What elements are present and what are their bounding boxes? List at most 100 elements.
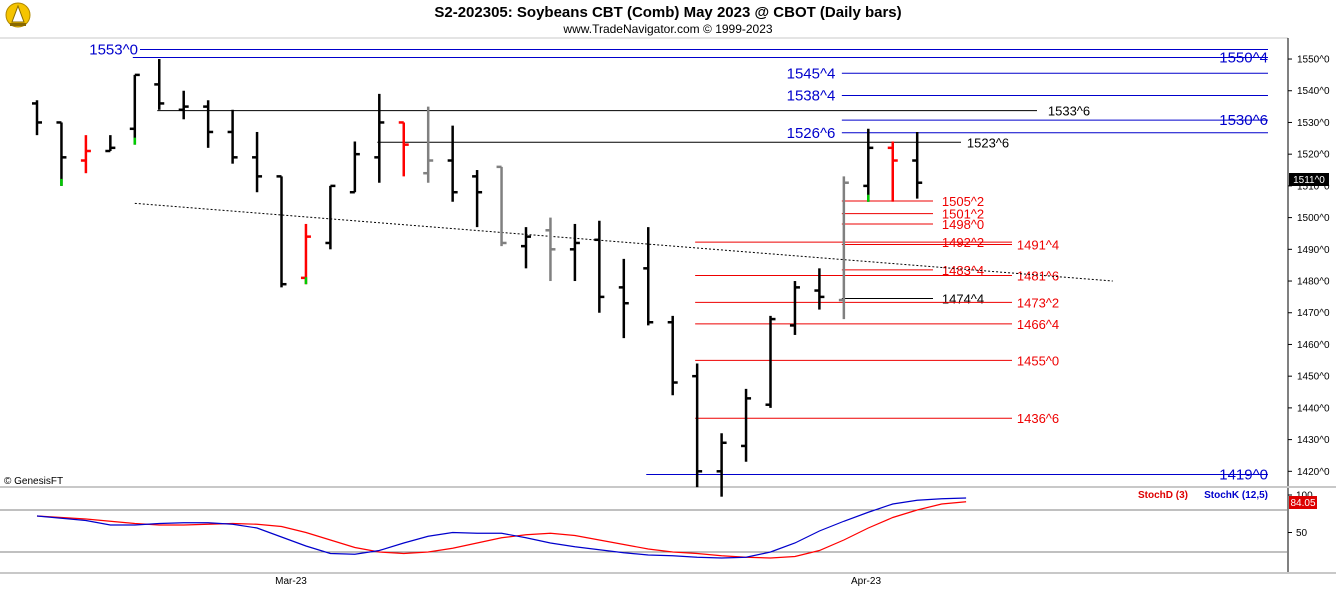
price-bars bbox=[32, 59, 923, 497]
ohlc-bar bbox=[618, 258, 629, 339]
ohlc-bar bbox=[349, 141, 360, 194]
price-level-label: 1533^6 bbox=[1048, 104, 1090, 119]
price-axis-label: 1450^0 bbox=[1297, 372, 1330, 383]
stochd-line bbox=[36, 501, 967, 559]
ohlc-bar bbox=[203, 100, 214, 148]
ohlc-bar bbox=[545, 217, 556, 282]
ohlc-bar bbox=[594, 220, 605, 313]
price-level-label: 1474^4 bbox=[942, 291, 984, 306]
price-axis-label: 1430^0 bbox=[1297, 435, 1330, 446]
ohlc-bar bbox=[374, 93, 385, 183]
chart-subtitle: www.TradeNavigator.com © 1999-2023 bbox=[562, 22, 772, 36]
trendline bbox=[134, 202, 1113, 282]
ohlc-bar bbox=[692, 363, 703, 488]
price-axis-label: 1440^0 bbox=[1297, 403, 1330, 414]
last-price-tag-text: 1511^0 bbox=[1293, 175, 1325, 186]
price-level-label: 1436^6 bbox=[1017, 411, 1059, 426]
ohlc-bar bbox=[912, 131, 923, 199]
stoch-last-value-box bbox=[1289, 496, 1317, 509]
price-level-label: 1481^6 bbox=[1017, 268, 1059, 283]
price-level-label: 1473^2 bbox=[1017, 295, 1059, 310]
ohlc-bar bbox=[276, 175, 287, 288]
ohlc-bar bbox=[300, 223, 311, 285]
logo bbox=[5, 2, 31, 28]
price-level-label: 1545^4 bbox=[787, 65, 836, 82]
price-level-label: 1501^2 bbox=[942, 207, 984, 222]
price-level-label: 1550^4 bbox=[1219, 49, 1268, 66]
price-axis-label: 1540^0 bbox=[1297, 86, 1330, 97]
ohlc-bar bbox=[521, 227, 531, 269]
stoch-legend: StochD (3) StochK (12,5) bbox=[1138, 490, 1268, 501]
price-level-label: 1530^6 bbox=[1219, 112, 1268, 129]
ohlc-bar bbox=[643, 227, 654, 326]
ohlc-bar bbox=[56, 121, 67, 186]
ohlc-bar bbox=[863, 128, 874, 202]
price-axis-label: 1500^0 bbox=[1297, 213, 1330, 224]
ohlc-bar bbox=[325, 184, 336, 250]
last-price-tag: 1511^0 bbox=[1289, 173, 1329, 186]
ohlc-bar bbox=[423, 106, 434, 183]
price-panel: 1553^0 1550^4 1545^4 1538^4 1533^6 1530^6 1526… bbox=[0, 37, 1336, 497]
price-level-label: 1498^0 bbox=[942, 217, 984, 232]
trading-logo-icon bbox=[5, 2, 31, 28]
ohlc-bar bbox=[80, 135, 91, 174]
price-level-label: 1538^4 bbox=[787, 88, 836, 105]
legend-stochk: StochK (12,5) bbox=[1204, 490, 1268, 501]
ohlc-bar bbox=[178, 90, 189, 120]
price-axis-label: 1470^0 bbox=[1297, 308, 1330, 319]
price-axis-label: 1510^0 bbox=[1297, 181, 1330, 192]
ohlc-bar bbox=[569, 223, 580, 282]
ohlc-bar bbox=[472, 170, 483, 228]
ohlc-bar bbox=[398, 121, 409, 177]
copyright-note: © GenesisFT bbox=[4, 476, 63, 487]
ohlc-bar bbox=[105, 135, 116, 153]
ohlc-bar bbox=[838, 176, 849, 320]
price-level-label: 1419^0 bbox=[1219, 466, 1268, 483]
ohlc-bar bbox=[447, 125, 458, 202]
price-level-label: 1455^0 bbox=[1017, 353, 1059, 368]
ohlc-bar bbox=[814, 268, 825, 310]
stochastic-panel: 10050 StochD (3) StochK (12,5) 84.05 bbox=[0, 488, 1336, 574]
ohlc-bar bbox=[887, 141, 898, 202]
legend-stochd: StochD (3) bbox=[1138, 490, 1188, 501]
ohlc-bar bbox=[32, 100, 42, 136]
ohlc-bar bbox=[741, 388, 752, 462]
price-level-label: 1483^4 bbox=[942, 263, 984, 278]
price-axis-label: 1520^0 bbox=[1297, 150, 1330, 161]
price-level-label: 1526^6 bbox=[787, 125, 836, 142]
x-tick-label: Mar-23 bbox=[275, 576, 307, 587]
price-level-label: 1492^2 bbox=[942, 235, 984, 250]
price-level-label: 1466^4 bbox=[1017, 317, 1059, 332]
price-axis-label: 1550^0 bbox=[1297, 55, 1330, 66]
price-level-label: 1491^4 bbox=[1017, 238, 1059, 253]
stoch-last-value-text: 84.05 bbox=[1290, 498, 1315, 509]
ohlc-bar bbox=[496, 165, 507, 247]
ohlc-bar bbox=[227, 109, 238, 164]
stoch-lines bbox=[36, 497, 967, 559]
last-price-tag-box bbox=[1289, 173, 1329, 186]
ohlc-bar bbox=[789, 281, 800, 335]
ohlc-bar bbox=[765, 315, 776, 408]
ohlc-bar bbox=[716, 433, 727, 497]
price-axis-label: 1530^0 bbox=[1297, 118, 1330, 129]
x-tick-label: Apr-23 bbox=[851, 576, 881, 587]
price-axis: 1550^0 1540^0 1530^0 1520^0 1510^0 1500^0 1490… bbox=[1288, 55, 1330, 478]
price-axis-label: 1480^0 bbox=[1297, 277, 1330, 288]
stochk-line bbox=[36, 497, 967, 559]
price-level-label: 1505^2 bbox=[942, 194, 984, 209]
stoch-axis-label: 50 bbox=[1296, 528, 1308, 539]
price-level-label: 1523^6 bbox=[967, 135, 1009, 150]
chart-title: S2-202305: Soybeans CBT (Comb) May 2023 … bbox=[434, 4, 901, 21]
trend-layer bbox=[134, 202, 1113, 282]
ohlc-bar bbox=[667, 315, 678, 396]
price-axis-label: 1460^0 bbox=[1297, 340, 1330, 351]
price-levels: 1553^0 1550^4 1545^4 1538^4 1533^6 1530^6 1526… bbox=[89, 42, 1268, 483]
price-axis-label: 1490^0 bbox=[1297, 245, 1330, 256]
ohlc-bar bbox=[154, 59, 165, 110]
date-axis: Mar-23 Apr-23 bbox=[275, 576, 881, 587]
ohlc-bar bbox=[252, 131, 263, 193]
price-axis-label: 1420^0 bbox=[1297, 467, 1330, 478]
stoch-last-value-tag: 84.05 bbox=[1289, 496, 1317, 509]
